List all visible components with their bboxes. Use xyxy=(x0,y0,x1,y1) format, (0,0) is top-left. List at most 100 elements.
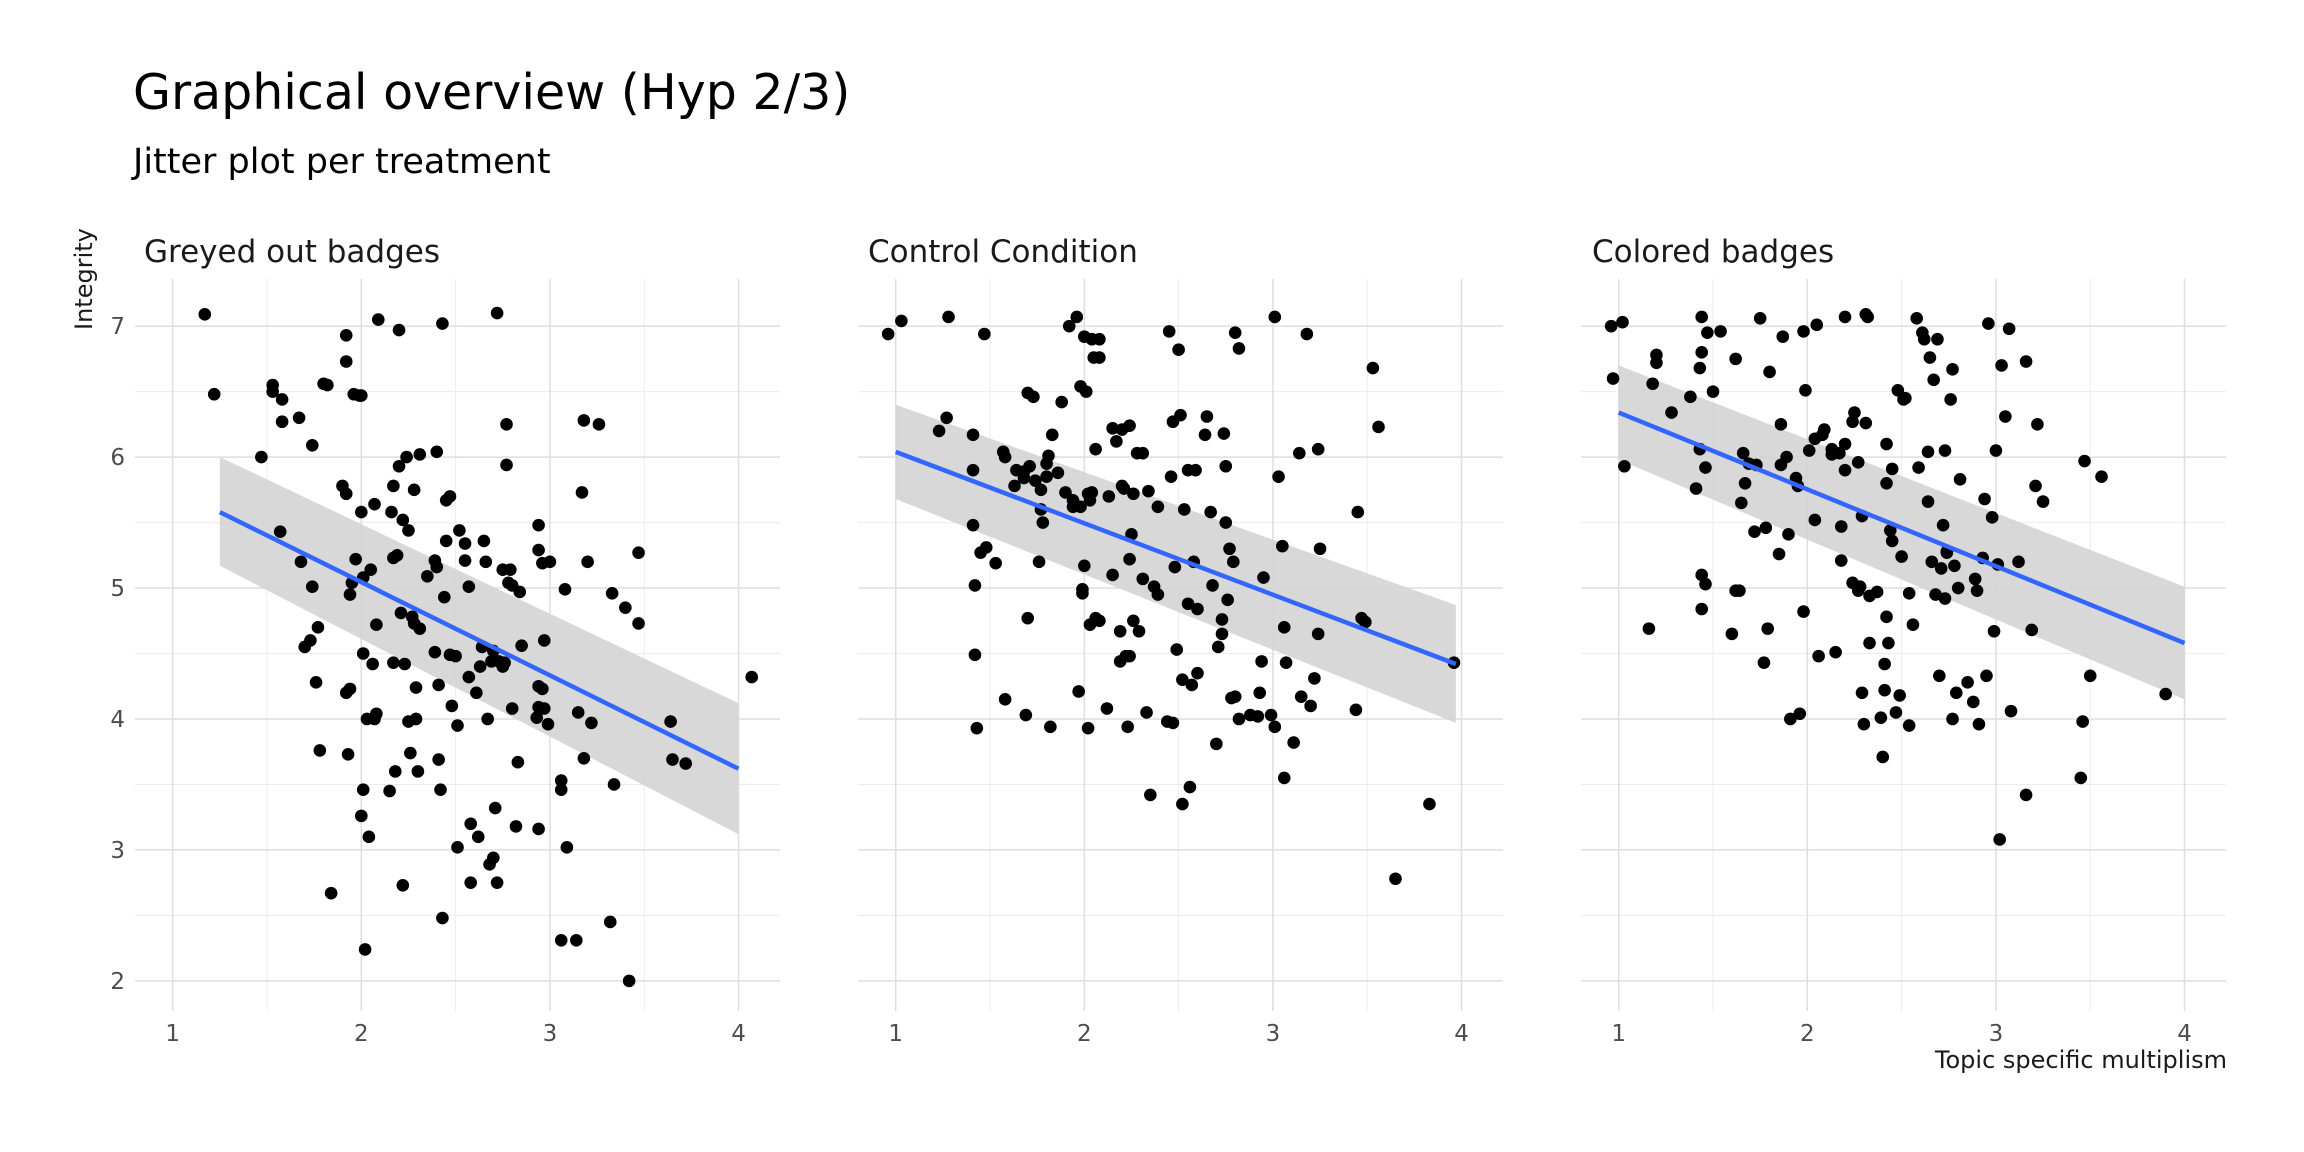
data-point xyxy=(1059,486,1072,499)
data-point xyxy=(1725,627,1739,641)
data-point xyxy=(978,327,991,341)
data-point xyxy=(292,411,306,425)
data-point xyxy=(1151,500,1165,514)
data-point xyxy=(1978,492,1991,506)
data-point xyxy=(1019,708,1033,722)
data-point xyxy=(430,445,444,459)
confidence-band xyxy=(1618,365,2185,700)
data-point xyxy=(1162,325,1176,338)
data-point xyxy=(998,693,1012,706)
data-point xyxy=(1733,584,1746,597)
data-point xyxy=(1200,410,1214,423)
data-point xyxy=(1304,699,1317,713)
data-point xyxy=(537,634,551,647)
data-point xyxy=(1081,721,1095,735)
data-point xyxy=(1650,356,1663,370)
data-point xyxy=(1311,442,1325,456)
data-point xyxy=(313,744,327,757)
data-point xyxy=(1223,542,1236,556)
panel-3: 1 2 3 4 xyxy=(1581,279,2226,1047)
data-point xyxy=(368,497,381,511)
regression-line xyxy=(1617,410,2186,646)
data-point xyxy=(1123,552,1136,566)
data-point xyxy=(1985,511,1999,524)
data-point xyxy=(1925,555,1939,569)
data-point xyxy=(1665,406,1678,419)
data-point xyxy=(294,555,308,569)
data-point xyxy=(445,699,459,713)
data-point xyxy=(942,310,955,324)
data-point xyxy=(1812,649,1825,663)
data-point xyxy=(432,678,445,692)
data-point xyxy=(1251,710,1265,723)
data-point xyxy=(1206,579,1219,592)
data-point xyxy=(1980,669,1993,683)
data-point xyxy=(434,783,447,796)
data-point xyxy=(2002,322,2016,336)
data-point xyxy=(311,621,325,634)
data-point xyxy=(1736,446,1750,460)
data-point xyxy=(1780,450,1793,464)
data-point xyxy=(1885,462,1899,476)
data-point xyxy=(1695,346,1709,359)
data-point xyxy=(413,448,427,461)
data-point xyxy=(479,555,493,569)
data-point xyxy=(1912,461,1925,474)
data-point xyxy=(1953,473,1967,486)
data-point xyxy=(605,586,619,600)
data-point xyxy=(1618,459,1631,473)
data-point xyxy=(1961,676,1974,689)
data-point xyxy=(1906,618,1920,632)
x-tick-label: 2 xyxy=(1077,1021,1092,1047)
data-point xyxy=(1076,583,1089,596)
data-point xyxy=(1062,319,1076,333)
data-point xyxy=(966,518,980,532)
data-point xyxy=(1106,421,1119,435)
data-point xyxy=(1070,310,1084,324)
data-point xyxy=(1829,645,1842,659)
data-point xyxy=(543,555,557,569)
data-point xyxy=(1227,555,1240,569)
data-point xyxy=(1970,584,1984,597)
data-point xyxy=(1183,780,1197,794)
data-point xyxy=(411,765,425,778)
data-point xyxy=(462,580,476,594)
data-point xyxy=(432,753,445,766)
data-point xyxy=(1093,614,1106,628)
data-point xyxy=(1933,669,1946,683)
data-point xyxy=(1853,580,1867,594)
data-point xyxy=(2083,669,2097,683)
data-point xyxy=(1211,640,1225,654)
data-point xyxy=(1989,444,2003,457)
y-tick-label: 6 xyxy=(110,445,125,471)
panel-2: 1 2 3 4 xyxy=(858,279,1503,1047)
data-point xyxy=(1268,720,1282,734)
data-point xyxy=(558,583,572,596)
data-point xyxy=(364,563,378,577)
data-point xyxy=(339,329,353,342)
data-point xyxy=(1079,385,1093,398)
data-point xyxy=(1948,559,1961,573)
y-tick-label: 2 xyxy=(110,969,125,995)
data-point xyxy=(2036,495,2050,508)
data-point xyxy=(1929,588,1942,601)
data-point xyxy=(1857,717,1871,731)
data-point xyxy=(1763,365,1776,379)
data-point xyxy=(1797,325,1810,338)
data-point xyxy=(1995,359,2008,372)
data-point xyxy=(1359,615,1372,629)
data-point xyxy=(464,876,478,889)
data-point xyxy=(255,450,268,464)
data-point xyxy=(458,537,472,550)
data-point xyxy=(462,670,476,684)
data-point xyxy=(1895,550,1908,563)
data-point xyxy=(1735,496,1748,510)
data-point xyxy=(1899,391,1912,405)
data-point xyxy=(532,822,545,836)
data-point xyxy=(402,524,415,537)
data-point xyxy=(490,306,504,320)
data-point xyxy=(1279,656,1293,669)
data-point xyxy=(1870,585,1884,599)
data-point xyxy=(530,711,544,724)
